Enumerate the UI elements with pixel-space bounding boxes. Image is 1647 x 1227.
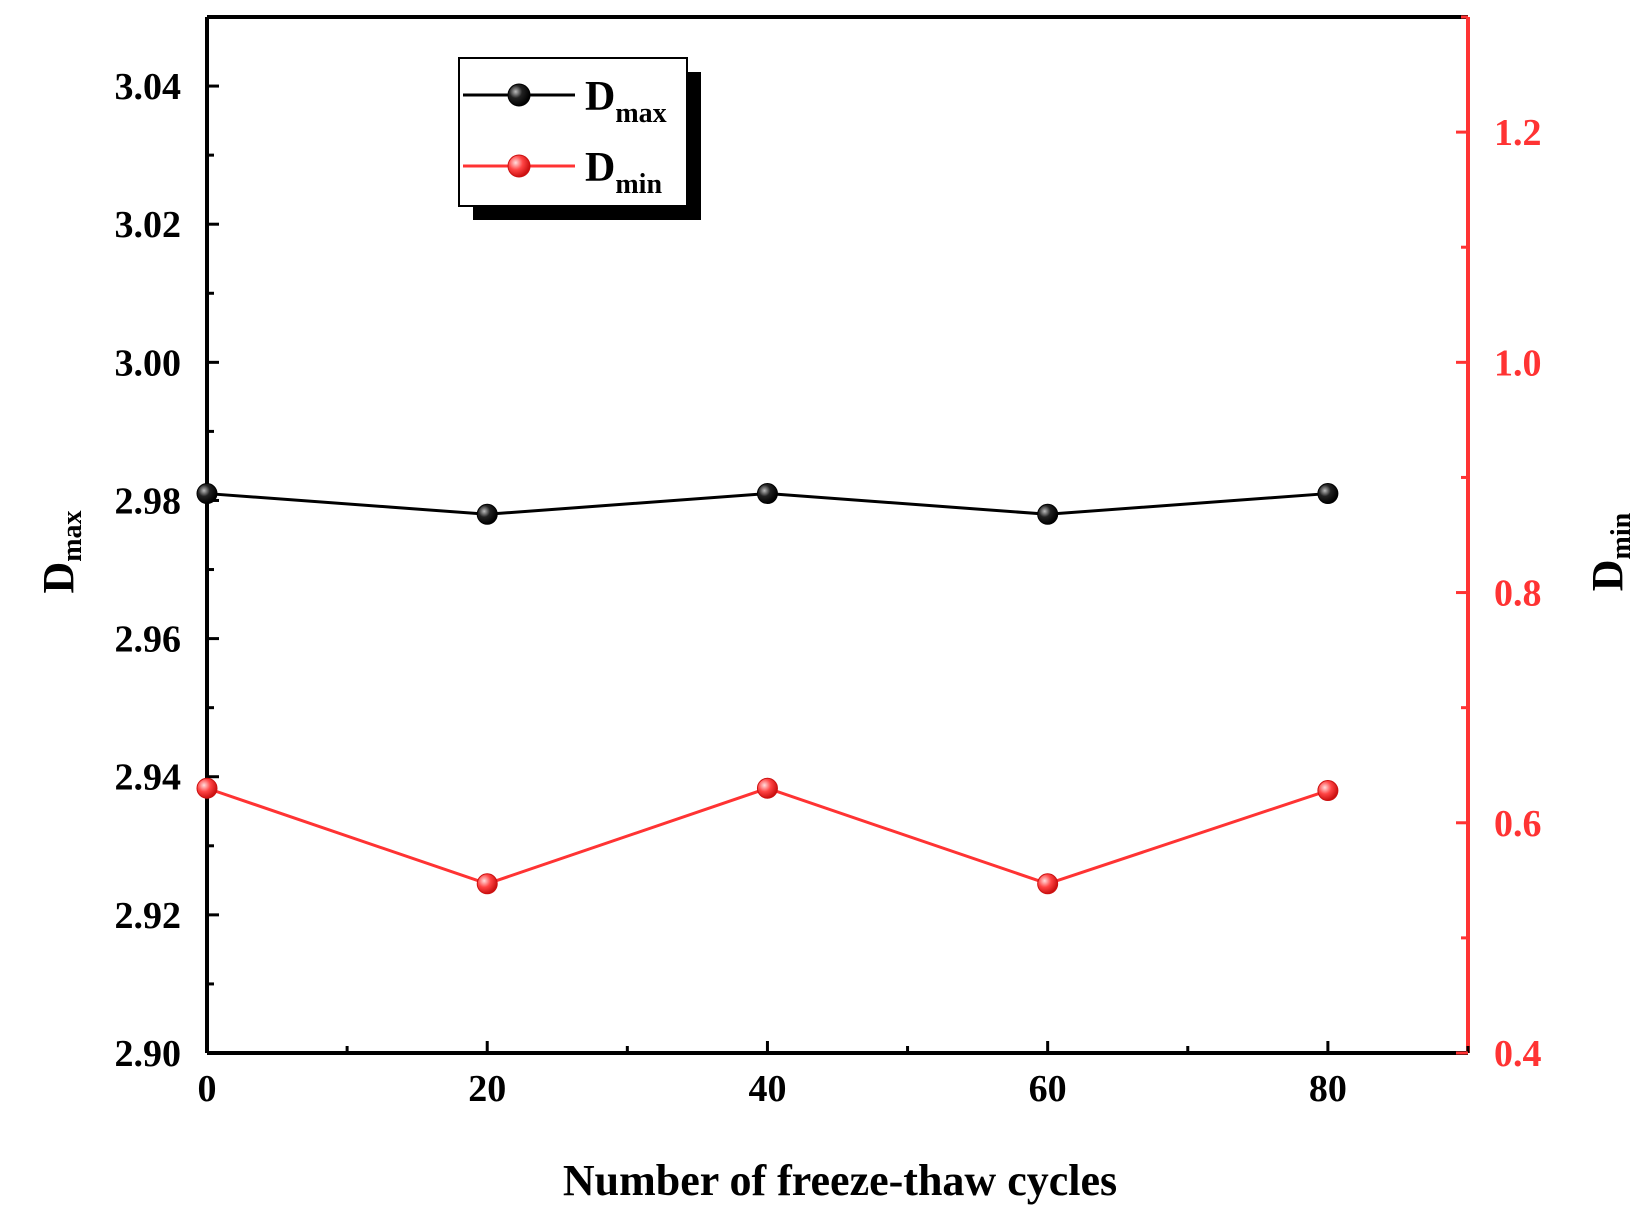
legend-label-dmin-sub: min — [615, 169, 662, 200]
y-axis-right-title: Dmin — [1583, 512, 1637, 591]
y-axis-right-title-sub: min — [1606, 512, 1637, 559]
legend-label-dmax: Dmax — [585, 74, 667, 129]
y-left-tick-label: 2.90 — [115, 1033, 182, 1075]
y-left-tick-label: 2.92 — [115, 895, 182, 937]
y-right-tick-label: 0.4 — [1494, 1033, 1542, 1075]
legend-marker-dmax — [507, 83, 531, 107]
y-right-tick-label: 0.6 — [1494, 803, 1542, 845]
y-axis-left-title-sub: max — [57, 510, 88, 561]
legend-label-dmin: Dmin — [585, 145, 662, 200]
y-right-tick-label: 1.2 — [1494, 112, 1542, 154]
y-right-tick-label: 0.8 — [1494, 573, 1542, 615]
data-point-dmin — [476, 873, 498, 895]
x-tick-label: 20 — [468, 1068, 506, 1110]
data-point-dmin — [756, 777, 778, 799]
legend-box — [458, 57, 688, 207]
data-point-dmin — [1317, 780, 1339, 802]
data-point-dmin — [196, 777, 218, 799]
y-left-tick-label: 3.00 — [115, 342, 182, 384]
y-left-tick-label: 2.94 — [115, 757, 182, 799]
data-point-dmax — [1037, 503, 1059, 525]
data-point-dmax — [1317, 483, 1339, 505]
legend-label-dmin-main: D — [585, 145, 615, 191]
y-axis-left-title: Dmax — [34, 510, 88, 593]
y-left-tick-label: 3.02 — [115, 204, 182, 246]
data-point-dmax — [756, 483, 778, 505]
y-left-tick-label: 2.96 — [115, 619, 182, 661]
y-axis-left-title-main: D — [34, 562, 83, 594]
y-right-tick-label: 1.0 — [1494, 342, 1542, 384]
y-axis-right-title-main: D — [1583, 559, 1632, 591]
legend-label-dmax-sub: max — [615, 98, 666, 129]
legend-label-dmax-main: D — [585, 74, 615, 120]
x-tick-label: 60 — [1029, 1068, 1067, 1110]
data-point-dmax — [476, 503, 498, 525]
x-axis-title: Number of freeze-thaw cycles — [563, 1156, 1117, 1205]
series-line-dmin — [206, 786, 1329, 886]
y-left-tick-label: 2.98 — [115, 480, 182, 522]
legend-marker-dmin — [507, 154, 531, 178]
legend: Dmax Dmin — [458, 57, 701, 220]
data-point-dmax — [196, 483, 218, 505]
data-point-dmin — [1037, 873, 1059, 895]
x-tick-label: 40 — [748, 1068, 786, 1110]
plot-area: 0 20 40 60 80 2.90 2.92 2.94 2.96 2.98 3.00 3.02 3.0… — [115, 15, 1542, 1110]
y-left-tick-label: 3.04 — [115, 66, 182, 108]
x-tick-label: 0 — [198, 1068, 217, 1110]
x-tick-label: 80 — [1309, 1068, 1347, 1110]
